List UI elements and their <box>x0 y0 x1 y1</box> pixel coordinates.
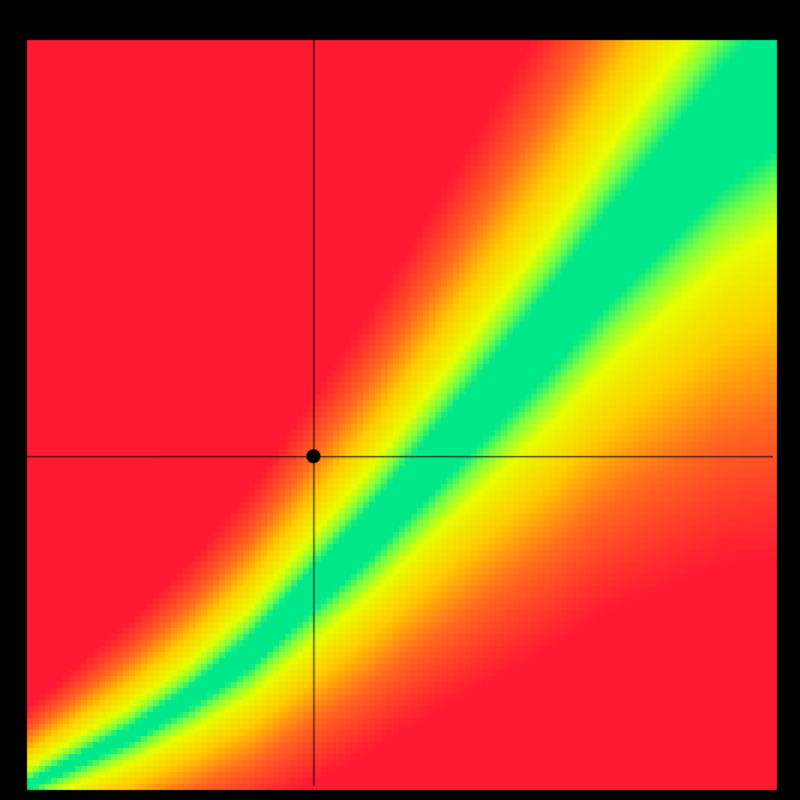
heatmap-chart <box>0 0 800 800</box>
